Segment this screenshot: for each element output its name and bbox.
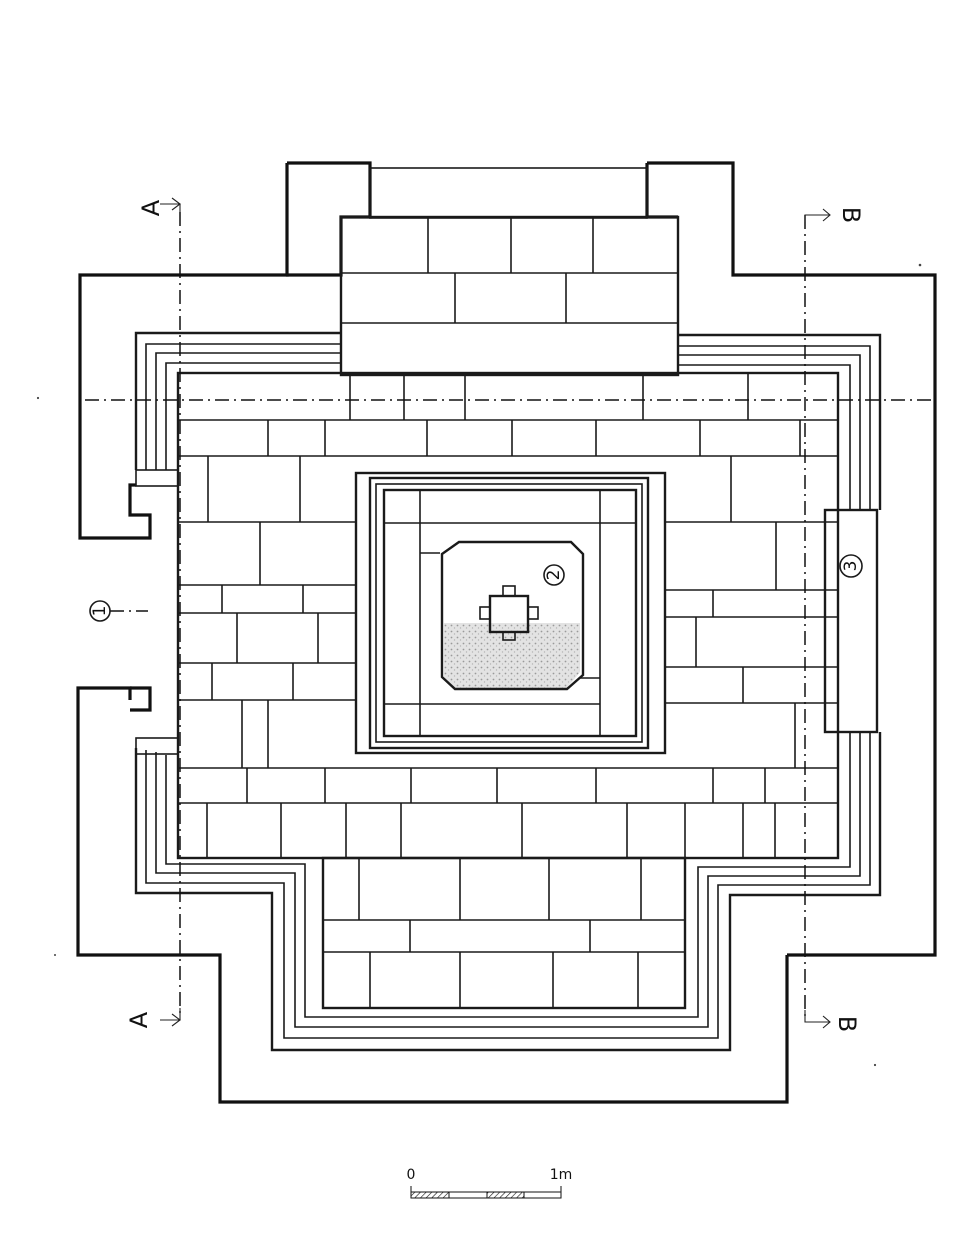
entrance-jamb-lower <box>130 686 152 712</box>
outer-enclosure-wall-bottom-left <box>76 686 789 1104</box>
bottom-stair-block <box>321 856 687 1010</box>
scale-bar: 0 1m <box>407 1167 573 1199</box>
altar-icon <box>479 585 539 641</box>
callout-3-label: 3 <box>841 561 861 572</box>
platform-steps <box>134 331 882 1052</box>
section-a-bottom-arrow-icon <box>160 1008 181 1027</box>
top-stair-block <box>339 167 680 377</box>
callout-1: 1 <box>89 600 111 622</box>
section-lines <box>85 212 935 1020</box>
section-b-bottom-arrow-icon <box>804 1010 831 1029</box>
callout-2-label: 2 <box>544 570 564 581</box>
section-label-a-top: A <box>137 199 165 216</box>
section-label-b-top: B <box>837 207 865 223</box>
section-label-a-bottom: A <box>125 1011 153 1028</box>
right-slab <box>823 508 879 734</box>
callout-2: 2 <box>543 564 565 586</box>
central-shrine <box>354 471 667 755</box>
outer-enclosure-wall-top-left <box>78 163 289 540</box>
section-label-b-bottom: B <box>833 1016 861 1032</box>
callout-1-label: 1 <box>90 606 110 617</box>
outer-enclosure-wall-top-right <box>647 161 937 957</box>
stippled-floor <box>444 623 580 688</box>
scale-end-label: 1m <box>550 1167 573 1183</box>
outer-enclosure-wall <box>286 161 372 277</box>
outer-enclosure-step-right <box>645 163 678 219</box>
section-b-top-arrow-icon <box>804 208 831 222</box>
callout-3: 3 <box>839 554 863 578</box>
paved-platform <box>176 371 840 860</box>
section-a-top-arrow-icon <box>160 197 181 212</box>
scale-start-label: 0 <box>407 1167 416 1183</box>
inner-chamber <box>440 540 585 691</box>
